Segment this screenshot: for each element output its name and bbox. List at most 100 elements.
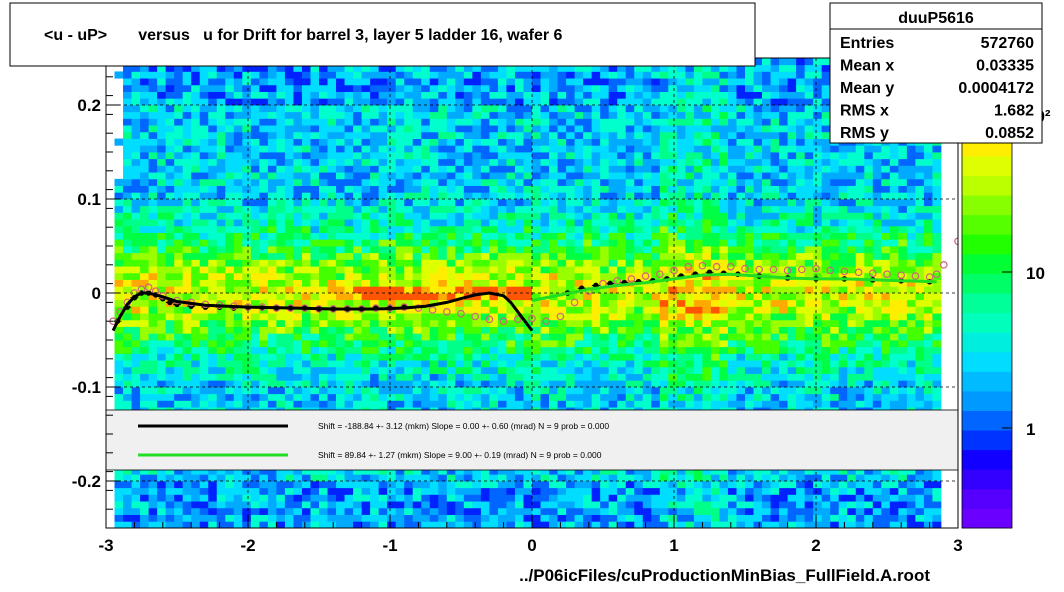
heatmap-cell xyxy=(600,467,610,475)
heatmap-cell xyxy=(540,501,550,509)
heatmap-cell xyxy=(676,380,686,388)
heatmap-cell xyxy=(165,152,175,160)
heatmap-cell xyxy=(668,501,678,509)
heatmap-cell xyxy=(489,514,499,522)
heatmap-cell xyxy=(344,507,354,515)
heatmap-cell xyxy=(319,138,328,146)
heatmap-cell xyxy=(148,172,158,180)
heatmap-cell xyxy=(148,514,158,522)
heatmap-cell xyxy=(412,400,422,408)
heatmap-cell xyxy=(446,232,456,240)
heatmap-cell xyxy=(693,105,703,113)
heatmap-cell xyxy=(583,393,593,401)
heatmap-cell xyxy=(208,393,218,401)
heatmap-cell xyxy=(608,299,618,307)
heatmap-cell xyxy=(199,366,209,374)
heatmap-cell xyxy=(182,71,192,79)
heatmap-cell xyxy=(480,165,490,173)
heatmap-cell xyxy=(267,98,277,106)
heatmap-cell xyxy=(259,232,269,240)
heatmap-cell xyxy=(438,306,448,314)
heatmap-cell xyxy=(233,380,243,388)
heatmap-cell xyxy=(361,474,371,482)
heatmap-cell xyxy=(165,178,175,186)
heatmap-cell xyxy=(208,185,218,193)
heatmap-cell xyxy=(421,192,431,200)
heatmap-cell xyxy=(387,279,397,287)
heatmap-cell xyxy=(404,400,414,408)
heatmap-cell xyxy=(446,340,456,348)
heatmap-cell xyxy=(182,326,192,334)
heatmap-cell xyxy=(497,118,507,126)
heatmap-cell xyxy=(293,212,303,220)
heatmap-cell xyxy=(233,313,243,321)
heatmap-cell xyxy=(174,360,184,368)
heatmap-cell xyxy=(319,272,328,280)
heatmap-cell xyxy=(250,313,260,321)
heatmap-cell xyxy=(497,266,507,274)
heatmap-cell xyxy=(131,84,141,92)
heatmap-cell xyxy=(540,507,550,515)
heatmap-cell xyxy=(387,111,397,119)
heatmap-cell xyxy=(353,152,362,160)
heatmap-cell xyxy=(676,165,686,173)
heatmap-cell xyxy=(361,487,371,495)
heatmap-cell xyxy=(557,467,567,475)
heatmap-cell xyxy=(259,286,269,294)
heatmap-cell xyxy=(651,178,661,186)
heatmap-cell xyxy=(344,326,354,334)
heatmap-cell xyxy=(438,266,448,274)
heatmap-cell xyxy=(625,225,635,233)
heatmap-cell xyxy=(412,165,422,173)
heatmap-cell xyxy=(370,138,380,146)
heatmap-cell xyxy=(140,212,149,220)
heatmap-cell xyxy=(208,205,218,213)
heatmap-cell xyxy=(429,246,439,254)
heatmap-cell xyxy=(574,118,584,126)
heatmap-cell xyxy=(463,131,473,139)
heatmap-cell xyxy=(566,494,575,502)
heatmap-cell xyxy=(310,259,320,267)
heatmap-cell xyxy=(361,293,371,301)
heatmap-cell xyxy=(267,387,277,395)
heatmap-cell xyxy=(250,501,260,509)
heatmap-cell xyxy=(455,400,465,408)
heatmap-cell xyxy=(353,299,362,307)
heatmap-cell xyxy=(310,501,320,509)
heatmap-cell xyxy=(310,165,320,173)
heatmap-cell xyxy=(250,158,260,166)
heatmap-cell xyxy=(600,199,610,207)
heatmap-cell xyxy=(463,346,473,354)
heatmap-cell xyxy=(165,225,175,233)
heatmap-cell xyxy=(668,125,678,133)
heatmap-cell xyxy=(131,340,141,348)
heatmap-cell xyxy=(438,521,448,528)
heatmap-cell xyxy=(710,98,720,106)
heatmap-cell xyxy=(233,272,243,280)
heatmap-cell xyxy=(642,521,652,528)
heatmap-cell xyxy=(344,313,354,321)
heatmap-cell xyxy=(429,125,439,133)
heatmap-cell xyxy=(233,501,243,509)
heatmap-cell xyxy=(319,514,328,522)
heatmap-cell xyxy=(455,252,465,260)
heatmap-cell xyxy=(625,145,635,153)
heatmap-cell xyxy=(523,313,533,321)
heatmap-cell xyxy=(123,131,132,139)
heatmap-cell xyxy=(259,145,269,153)
heatmap-cell xyxy=(370,360,380,368)
heatmap-cell xyxy=(659,185,669,193)
heatmap-cell xyxy=(472,212,482,220)
heatmap-cell xyxy=(421,158,431,166)
heatmap-cell xyxy=(199,487,209,495)
heatmap-cell xyxy=(182,145,192,153)
heatmap-cell xyxy=(301,373,311,381)
heatmap-cell xyxy=(463,474,473,482)
heatmap-cell xyxy=(310,219,320,227)
heatmap-cell xyxy=(540,266,550,274)
heatmap-cell xyxy=(429,293,439,301)
heatmap-cell xyxy=(404,98,414,106)
heatmap-cell xyxy=(693,185,703,193)
heatmap-cell xyxy=(276,246,286,254)
heatmap-cell xyxy=(250,507,260,515)
